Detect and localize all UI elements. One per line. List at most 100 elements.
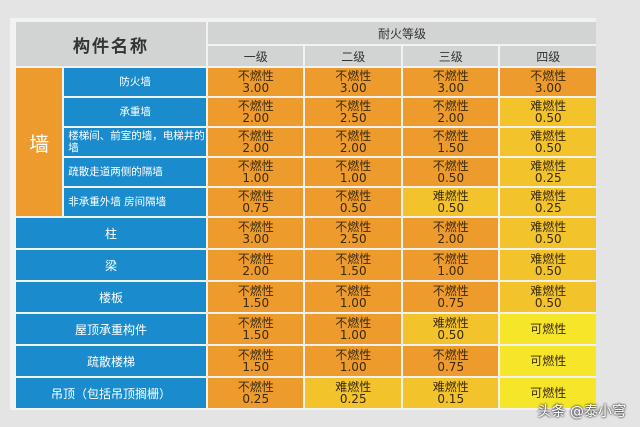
rating-cell: 不燃性 3.00 xyxy=(305,68,401,96)
table-row: 吊顶（包括吊顶搁栅） 不燃性 0.25 难燃性 0.25 难燃性 0.15 可燃性 xyxy=(16,378,596,408)
rating-cell: 不燃性 3.00 xyxy=(402,68,499,96)
rating-cell: 不燃性 3.00 xyxy=(500,68,596,96)
material-class: 可燃性 xyxy=(530,386,567,400)
material-class: 难燃性 xyxy=(432,380,469,394)
rating-cell: 不燃性 2.50 xyxy=(305,98,401,126)
material-class: 难燃性 xyxy=(432,316,469,330)
duration-hours: 3.00 xyxy=(339,81,367,95)
rating-cell: 不燃性 1.50 xyxy=(402,128,499,156)
rating-cell: 难燃性 0.25 xyxy=(305,378,401,408)
fire-rating-header: 耐火等级 xyxy=(207,22,596,44)
material-class: 不燃性 xyxy=(335,159,372,173)
rating-cell: 难燃性 0.50 xyxy=(500,128,596,156)
duration-hours: 1.00 xyxy=(339,296,367,310)
material-class: 不燃性 xyxy=(335,189,372,203)
material-class: 不燃性 xyxy=(237,69,274,83)
material-class: 不燃性 xyxy=(237,380,274,394)
rating-cell: 不燃性 1.00 xyxy=(305,346,401,376)
rating-cell: 难燃性 0.50 xyxy=(500,250,596,280)
rating-cell: 不燃性 3.00 xyxy=(207,68,304,96)
duration-hours: 0.50 xyxy=(534,141,562,155)
material-class: 不燃性 xyxy=(432,252,469,266)
material-class: 不燃性 xyxy=(237,284,274,298)
material-class: 不燃性 xyxy=(335,316,372,330)
duration-hours: 3.00 xyxy=(242,232,270,246)
rating-cell: 难燃性 0.50 xyxy=(500,218,596,248)
rating-cell: 不燃性 2.00 xyxy=(305,128,401,156)
component-name: 疏散走道两侧的隔墙 xyxy=(64,158,206,186)
component-name: 楼板 xyxy=(16,282,206,312)
duration-hours: 2.00 xyxy=(437,111,465,125)
component-name: 承重墙 xyxy=(64,98,206,126)
material-class: 不燃性 xyxy=(432,129,469,143)
component-name: 吊顶（包括吊顶搁栅） xyxy=(16,378,206,408)
material-class: 难燃性 xyxy=(530,189,567,203)
component-name: 楼梯间、前室的墙，电梯井的墙 xyxy=(64,128,206,156)
table-row: 梁不燃性 2.00 不燃性 1.50 不燃性 1.00 难燃性 0.50 xyxy=(16,250,596,280)
duration-hours: 3.00 xyxy=(242,81,270,95)
rating-cell: 不燃性 2.50 xyxy=(305,218,401,248)
material-class: 可燃性 xyxy=(530,354,567,368)
duration-hours: 0.50 xyxy=(437,201,465,215)
table-row: 屋顶承重构件 不燃性 1.50 不燃性 1.00 难燃性 0.50 可燃性 xyxy=(16,314,596,344)
duration-hours: 0.50 xyxy=(339,201,367,215)
material-class: 不燃性 xyxy=(335,348,372,362)
component-name: 屋顶承重构件 xyxy=(16,314,206,344)
rating-cell: 可燃性 xyxy=(500,346,596,376)
material-class: 不燃性 xyxy=(237,99,274,113)
material-class: 难燃性 xyxy=(530,220,567,234)
rating-cell: 难燃性 0.25 xyxy=(500,158,596,186)
material-class: 难燃性 xyxy=(530,129,567,143)
material-class: 难燃性 xyxy=(530,99,567,113)
rating-cell: 不燃性 0.25 xyxy=(207,378,304,408)
duration-hours: 3.00 xyxy=(437,81,465,95)
material-class: 不燃性 xyxy=(237,252,274,266)
rating-cell: 难燃性 0.50 xyxy=(402,314,499,344)
table-row: 墙防火墙 不燃性 3.00 不燃性 3.00 不燃性 3.00 不燃性 3.00 xyxy=(16,68,596,216)
rating-cell: 不燃性 1.50 xyxy=(207,314,304,344)
material-class: 不燃性 xyxy=(335,252,372,266)
material-class: 不燃性 xyxy=(432,220,469,234)
rating-cell: 难燃性 0.50 xyxy=(500,98,596,126)
duration-hours: 1.50 xyxy=(242,296,270,310)
grade-3-header: 三级 xyxy=(402,46,499,66)
duration-hours: 0.75 xyxy=(242,201,270,215)
material-class: 不燃性 xyxy=(432,348,469,362)
duration-hours: 1.50 xyxy=(242,328,270,342)
material-class: 不燃性 xyxy=(432,69,469,83)
material-class: 不燃性 xyxy=(237,220,274,234)
rating-cell: 不燃性 1.00 xyxy=(305,282,401,312)
duration-hours: 2.50 xyxy=(339,111,367,125)
duration-hours: 2.00 xyxy=(242,141,270,155)
material-class: 不燃性 xyxy=(237,159,274,173)
duration-hours: 2.00 xyxy=(437,232,465,246)
rating-cell: 难燃性 0.15 xyxy=(402,378,499,408)
duration-hours: 2.50 xyxy=(339,232,367,246)
wall-category-label: 墙 xyxy=(16,68,63,216)
material-class: 难燃性 xyxy=(530,159,567,173)
material-class: 不燃性 xyxy=(530,69,567,83)
grade-1-header: 一级 xyxy=(207,46,304,66)
duration-hours: 0.50 xyxy=(437,328,465,342)
material-class: 不燃性 xyxy=(237,129,274,143)
rating-cell: 不燃性 1.00 xyxy=(402,250,499,280)
rating-cell: 不燃性 1.50 xyxy=(207,282,304,312)
rating-cell: 不燃性 0.75 xyxy=(402,346,499,376)
rating-cell: 不燃性 2.00 xyxy=(402,98,499,126)
duration-hours: 1.00 xyxy=(437,264,465,278)
duration-hours: 1.00 xyxy=(242,171,270,185)
table-row: 承重墙 不燃性 2.00 不燃性 2.50 不燃性 2.00 难燃性 0.50 xyxy=(16,98,596,126)
material-class: 可燃性 xyxy=(530,322,567,336)
grade-2-header: 二级 xyxy=(305,46,401,66)
table-row: 楼板 不燃性 1.50 不燃性 1.00 不燃性 0.75 难燃性 0.50 xyxy=(16,282,596,312)
material-class: 不燃性 xyxy=(335,284,372,298)
rating-cell: 可燃性 xyxy=(500,314,596,344)
component-name: 疏散楼梯 xyxy=(16,346,206,376)
grade-4-header: 四级 xyxy=(500,46,596,66)
duration-hours: 0.75 xyxy=(437,296,465,310)
duration-hours: 0.25 xyxy=(534,201,562,215)
rating-cell: 难燃性 0.50 xyxy=(500,282,596,312)
duration-hours: 3.00 xyxy=(534,81,562,95)
rating-cell: 不燃性 0.50 xyxy=(402,158,499,186)
table-row: 楼梯间、前室的墙，电梯井的墙 不燃性 2.00 不燃性 2.00 不燃性 1.50 难燃性 0.… xyxy=(16,128,596,156)
